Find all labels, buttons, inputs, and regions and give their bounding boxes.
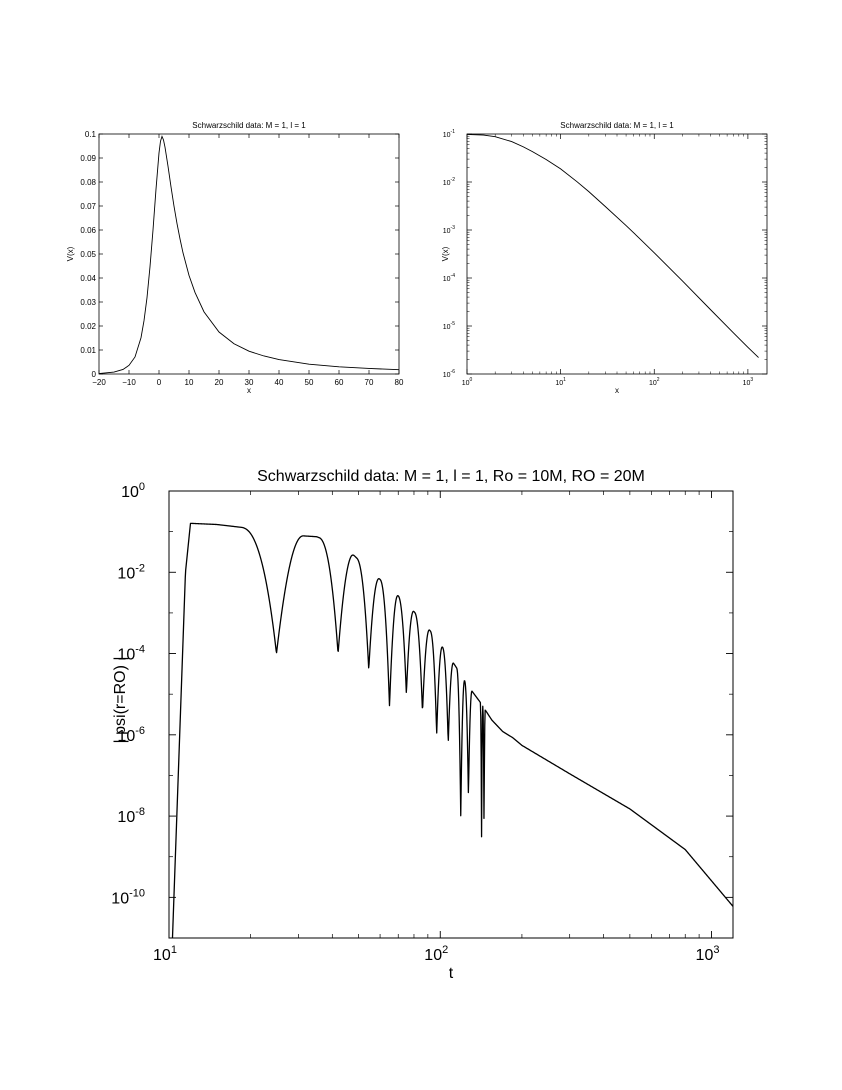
- p1-y-tick-label: 0.1: [85, 130, 97, 139]
- panel-linear-potential: Schwarzschild data: M = 1, l = 1 −20 −10 0…: [66, 121, 404, 395]
- p3-y-label: | psi(r=RO) |: [112, 657, 129, 744]
- p1-axes-box: [98, 133, 400, 375]
- p2-y-ticks: 10-6 10-5 10-4 10-3 10-2 10-1: [443, 129, 767, 379]
- p3-x-tick-label: 101: [153, 944, 177, 964]
- p1-y-tick-label: 0: [92, 370, 97, 379]
- p2-x-tick-label: 100: [462, 377, 473, 387]
- p2-y-tick-label: 10-4: [443, 273, 455, 283]
- p2-x-ticks: 100 101 102 103: [462, 134, 754, 387]
- p1-y-tick-label: 0.01: [80, 346, 96, 355]
- p3-y-tick-label: 100: [121, 481, 145, 501]
- p1-y-label: V(x): [66, 246, 75, 261]
- p2-series-line: [466, 133, 759, 358]
- p1-y-ticks: 0 0.01 0.02 0.03 0.04 0.05 0.06 0.07 0.08 0.09 0.1: [80, 130, 399, 379]
- p1-x-tick-label: 80: [395, 378, 404, 387]
- p1-x-tick-label: 40: [275, 378, 284, 387]
- p1-x-tick-label: 20: [215, 378, 224, 387]
- p3-axes-box: [168, 490, 734, 939]
- p1-series-line: [98, 135, 400, 374]
- p2-x-tick-label: 101: [555, 377, 566, 387]
- p2-x-tick-label: 102: [649, 377, 660, 387]
- p1-y-tick-label: 0.04: [80, 274, 96, 283]
- p2-y-tick-label: 10-1: [443, 129, 455, 139]
- p3-x-tick-label: 102: [424, 944, 448, 964]
- p1-x-tick-label: −20: [92, 378, 106, 387]
- p3-y-tick-label: 10-2: [117, 562, 145, 582]
- p3-x-label: t: [449, 965, 454, 982]
- p1-x-ticks: −20 −10 0 10 20 30 40 50 60 70 80: [92, 134, 404, 387]
- p3-y-tick-label: 10-10: [111, 887, 145, 907]
- p1-x-tick-label: 0: [157, 378, 162, 387]
- p1-y-tick-label: 0.05: [80, 250, 96, 259]
- p3-y-tick-label: 10-8: [117, 806, 145, 826]
- p2-y-tick-label: 10-6: [443, 369, 455, 379]
- p1-x-tick-label: 70: [365, 378, 374, 387]
- p2-x-label: x: [615, 386, 619, 395]
- p1-y-tick-label: 0.02: [80, 322, 96, 331]
- p2-title: Schwarzschild data: M = 1, l = 1: [560, 121, 674, 130]
- p1-x-tick-label: 60: [335, 378, 344, 387]
- p2-y-tick-label: 10-3: [443, 225, 455, 235]
- p1-y-tick-label: 0.09: [80, 154, 96, 163]
- p2-y-tick-label: 10-2: [443, 177, 455, 187]
- p3-x-tick-label: 103: [696, 944, 720, 964]
- p1-y-tick-label: 0.08: [80, 178, 96, 187]
- p1-y-tick-label: 0.03: [80, 298, 96, 307]
- p1-x-tick-label: 10: [185, 378, 194, 387]
- p2-axes-box: [466, 133, 768, 375]
- panel-loglog-potential: Schwarzschild data: M = 1, l = 1 100 101 1…: [441, 121, 768, 395]
- p3-series-line: [171, 522, 734, 939]
- p1-x-label: x: [247, 386, 251, 395]
- p1-y-tick-label: 0.07: [80, 202, 96, 211]
- p1-title: Schwarzschild data: M = 1, l = 1: [192, 121, 306, 130]
- p3-title: Schwarzschild data: M = 1, l = 1, Ro = 1…: [257, 468, 645, 485]
- p2-y-tick-label: 10-5: [443, 321, 455, 331]
- p2-y-label: V(x): [441, 246, 450, 261]
- p2-x-tick-label: 103: [743, 377, 754, 387]
- panel-waveform: Schwarzschild data: M = 1, l = 1, Ro = 1…: [111, 468, 734, 982]
- p1-x-tick-label: 30: [245, 378, 254, 387]
- p1-x-tick-label: −10: [122, 378, 136, 387]
- p1-y-tick-label: 0.06: [80, 226, 96, 235]
- p1-x-tick-label: 50: [305, 378, 314, 387]
